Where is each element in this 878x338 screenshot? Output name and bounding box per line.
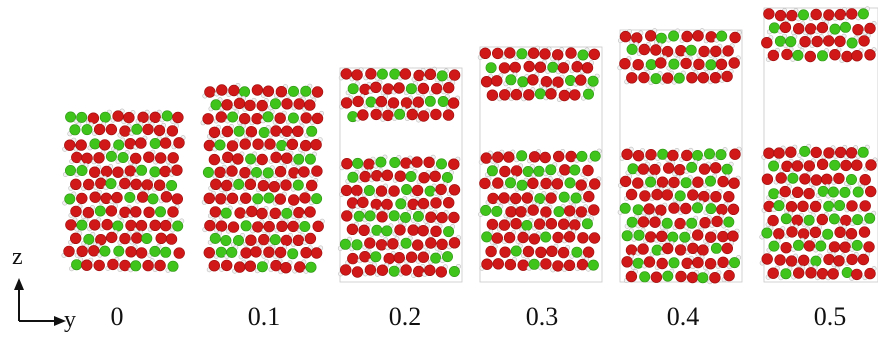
strain-panel-0.2 (337, 66, 463, 283)
strain-panel-0.5 (759, 6, 878, 283)
simulation-cell-outline (479, 46, 603, 283)
upper-slab (617, 28, 742, 86)
lower-slab (200, 83, 325, 275)
upper-slab (338, 66, 461, 123)
lower-slab (337, 154, 461, 278)
strain-label-0: 0 (110, 302, 124, 331)
axis-label-y: y (64, 307, 76, 333)
strain-panel-0 (61, 108, 186, 273)
axis-arrows-icon (14, 278, 66, 326)
lower-slab (478, 148, 602, 273)
strain-label-0.3: 0.3 (525, 302, 559, 331)
lower-slab (759, 143, 878, 281)
upper-slab (477, 45, 600, 103)
strain-label-0.2: 0.2 (388, 302, 422, 331)
simulation-cell-outline (763, 7, 878, 283)
axis-label-z: z (12, 244, 23, 270)
strain-label-0.1: 0.1 (247, 302, 281, 331)
lower-slab (617, 146, 742, 285)
simulation-cell-outline (339, 67, 463, 283)
strain-label-0.4: 0.4 (666, 302, 700, 331)
strain-label-0.5: 0.5 (813, 302, 847, 331)
upper-slab (761, 6, 877, 63)
strain-panel-0.1 (200, 83, 325, 275)
strain-panel-0.4 (617, 28, 743, 285)
strain-panel-0.3 (477, 45, 603, 283)
lower-slab (61, 108, 186, 273)
